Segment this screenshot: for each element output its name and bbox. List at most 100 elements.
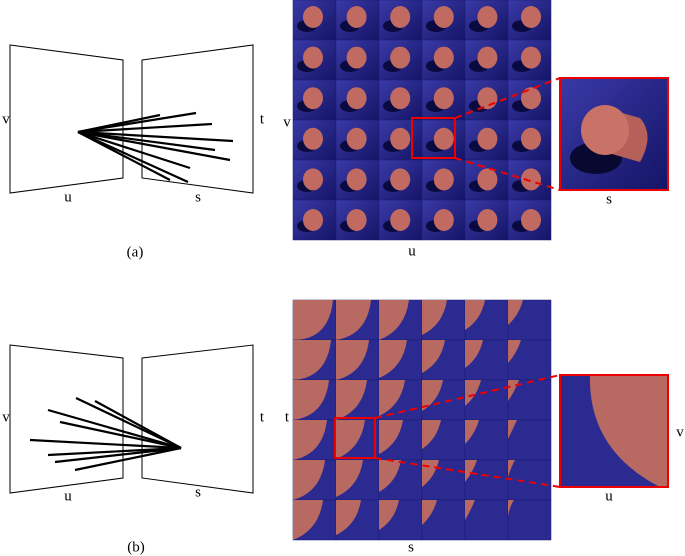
object [465,340,483,368]
label: v [2,409,10,425]
object [346,46,367,69]
object [433,168,454,191]
ray [77,130,234,143]
ray [77,130,189,184]
object [303,168,323,191]
connector [454,77,561,119]
object [379,340,407,378]
image-grid [292,299,552,541]
object [346,168,367,191]
object [477,168,498,191]
object [465,500,475,520]
object [379,420,403,454]
object [390,87,411,110]
ray [29,438,182,450]
object [477,6,498,28]
label: t [260,111,265,127]
object [336,420,365,459]
ray [59,420,182,450]
object [336,380,367,420]
label: s [606,191,612,207]
object [336,300,371,340]
object [508,420,517,439]
object [477,87,498,110]
plane [9,44,124,194]
object [521,209,541,231]
object [390,46,411,69]
zoom-frame [559,374,669,488]
object [422,300,447,335]
object [422,340,445,373]
object [477,46,498,69]
cell [507,459,552,501]
diagram-a: v u s t (a) [2,44,265,260]
label: s [408,539,414,555]
object [433,209,454,231]
object [390,127,411,150]
object [346,87,367,110]
label: v [2,111,10,127]
caption: (a) [127,244,144,260]
label: u [64,488,72,504]
caption: (b) [127,539,145,555]
object [379,300,409,340]
object [521,127,541,150]
object [433,127,454,150]
object [379,460,401,492]
ray [77,122,213,134]
object [477,209,498,231]
zoom-frame [559,77,669,191]
object [336,500,361,535]
diagram-b: v u s t (b) [2,344,265,555]
object [303,209,323,231]
object [293,340,331,380]
shape [589,375,668,487]
object [422,380,443,411]
object [508,340,521,363]
zoom-b: v u [374,374,684,504]
object [508,300,523,325]
cell [507,419,552,461]
ray [54,446,182,464]
label: u [408,243,416,259]
object [293,380,329,420]
label: t [260,409,265,425]
object [379,500,399,530]
ray [77,130,216,152]
object [521,87,541,110]
object [433,6,454,28]
ray [47,408,182,450]
object [336,460,363,497]
image-grid [292,0,552,241]
label: u [64,189,72,205]
label: u [605,488,613,504]
object [293,300,333,340]
object [303,6,323,28]
object [390,209,411,231]
ray [77,130,231,162]
label: t [285,409,290,425]
object [303,46,323,69]
label: s [195,484,201,500]
object [336,340,369,380]
object [465,380,481,406]
object [465,420,479,444]
ray [94,400,182,449]
plane [141,344,254,494]
highlight [334,417,376,459]
connector [454,157,561,191]
object [293,460,325,500]
object [379,380,405,416]
object [521,46,541,69]
highlight [411,117,456,159]
object [477,127,498,150]
ray [47,446,182,457]
object [508,500,514,516]
cell [464,499,509,541]
cylinder-face [581,105,629,155]
object [422,420,441,449]
object [521,6,541,28]
object [293,420,327,460]
ray [74,446,182,472]
ray [77,111,197,134]
